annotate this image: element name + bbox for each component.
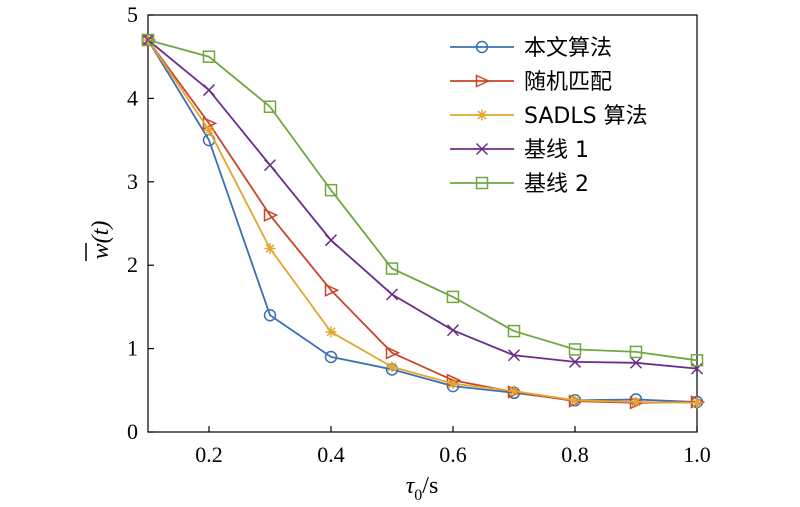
legend-marker: [476, 109, 488, 121]
data-point: [507, 349, 521, 362]
legend-label: 基线 1: [524, 138, 589, 163]
series-2: [141, 33, 706, 410]
data-point: [263, 208, 279, 222]
legend-marker: [475, 40, 489, 54]
x-tick-label: 1.0: [683, 442, 711, 467]
data-point: [508, 385, 520, 397]
y-axis-label: w(t): [88, 221, 114, 260]
data-point: [569, 394, 581, 406]
data-point: [507, 324, 521, 338]
data-point: [629, 345, 643, 359]
series-line: [147, 39, 698, 362]
data-point: [385, 262, 399, 275]
plot-border: [147, 14, 698, 433]
data-point: [202, 84, 216, 97]
data-point: [690, 362, 704, 375]
series-5: [141, 33, 704, 367]
legend-label: 本文算法: [524, 36, 612, 61]
legend-item: 基线 2: [450, 172, 589, 197]
legend-marker: [475, 142, 489, 156]
data-point: [691, 397, 703, 409]
y-tick-label: 1: [127, 336, 138, 361]
plot-frame: [147, 14, 698, 433]
y-tick-label: 0: [127, 419, 138, 444]
data-point: [324, 234, 338, 247]
series-line: [147, 39, 698, 404]
legend-item: 本文算法: [450, 36, 612, 61]
data-point: [386, 361, 398, 373]
data-point: [630, 396, 642, 408]
x-tick-label: 0.2: [195, 442, 223, 467]
data-point: [690, 354, 704, 367]
legend-label: 随机匹配: [524, 70, 612, 95]
series-3: [142, 34, 703, 409]
data-point: [568, 355, 582, 368]
series-line: [147, 39, 698, 370]
y-tick-label: 5: [127, 2, 138, 27]
data-point: [203, 124, 215, 136]
x-axis-label: τ0/s: [406, 473, 439, 504]
data-point: [325, 326, 337, 338]
data-point: [263, 308, 277, 322]
data-point: [324, 183, 338, 197]
data-point: [446, 290, 460, 304]
y-tick-label: 2: [127, 252, 138, 277]
data-point: [263, 100, 277, 113]
legend-item: 基线 1: [450, 138, 589, 163]
data-point: [568, 343, 582, 356]
data-point: [447, 378, 459, 390]
series-layer: [141, 33, 706, 410]
legend-marker: [475, 74, 491, 88]
data-point: [629, 356, 643, 369]
data-point: [446, 324, 460, 337]
data-point: [202, 50, 216, 63]
data-point: [324, 350, 338, 364]
data-point: [385, 346, 401, 360]
y-tick-label: 3: [127, 169, 138, 194]
y-tick-label: 4: [127, 85, 138, 110]
y-axis-label-group: w(t): [85, 221, 114, 261]
x-tick-label: 0.4: [317, 442, 345, 467]
legend-item: SADLS 算法: [450, 104, 648, 129]
y-axis: 0 1 2 3 4 5: [127, 2, 154, 444]
series-4: [141, 33, 704, 375]
series-line: [147, 39, 698, 403]
data-point: [264, 243, 276, 255]
data-point: [324, 283, 340, 297]
x-axis: 0.2 0.4 0.6 0.8 1.0: [195, 426, 711, 467]
data-point: [263, 159, 277, 172]
legend-marker: [475, 176, 489, 190]
x-tick-label: 0.6: [439, 442, 467, 467]
legend-label: SADLS 算法: [524, 104, 648, 129]
x-tick-label: 0.8: [561, 442, 589, 467]
data-point: [141, 33, 155, 47]
data-point: [385, 288, 399, 301]
legend-label: 基线 2: [524, 172, 589, 197]
series-line: [147, 39, 698, 404]
legend-item: 随机匹配: [450, 70, 612, 95]
